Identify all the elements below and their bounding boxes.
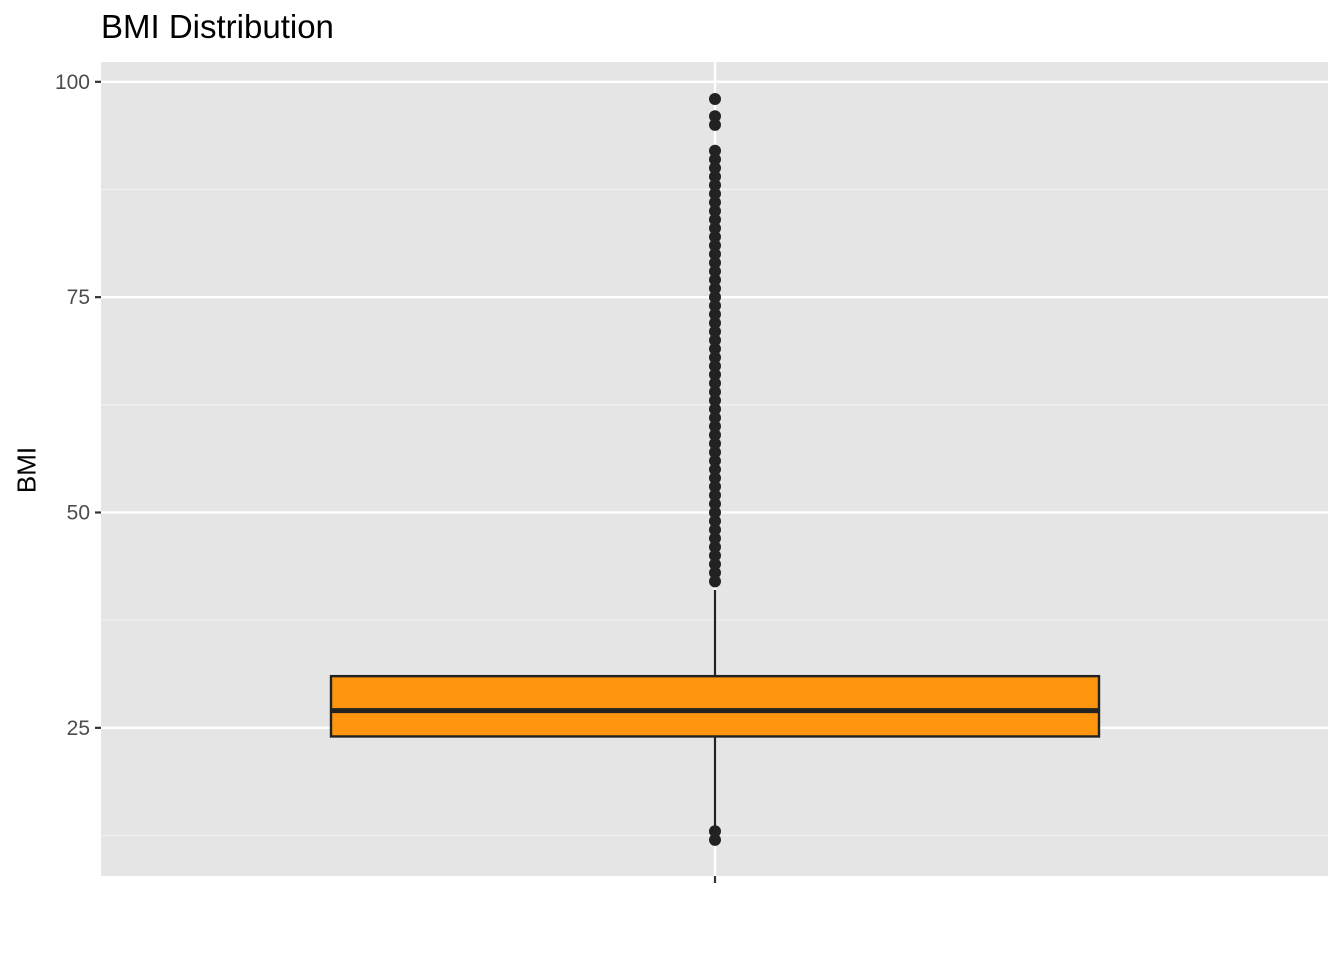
outlier-point: [709, 437, 721, 450]
outlier-point: [709, 558, 721, 571]
outlier-point: [709, 515, 721, 528]
outlier-point: [709, 446, 721, 459]
y-tick-label: 25: [67, 717, 90, 740]
outlier-point: [709, 230, 721, 243]
outlier-point: [709, 377, 721, 390]
outlier-point: [709, 480, 721, 493]
outlier-point: [709, 575, 721, 588]
outlier-point: [709, 265, 721, 278]
outlier-point: [709, 187, 721, 200]
outlier-point: [709, 282, 721, 295]
outlier-point: [709, 308, 721, 321]
outlier-point: [709, 325, 721, 338]
outlier-point: [709, 368, 721, 381]
y-tick-label: 50: [67, 501, 90, 524]
outlier-point: [709, 833, 721, 846]
outlier-point: [709, 179, 721, 192]
outlier-point: [709, 213, 721, 226]
outlier-point: [709, 153, 721, 166]
outlier-point: [709, 273, 721, 286]
chart-title: BMI Distribution: [101, 8, 334, 45]
outlier-point: [709, 411, 721, 424]
outlier-point: [709, 334, 721, 347]
outlier-point: [709, 489, 721, 502]
outlier-point: [709, 161, 721, 174]
outlier-point: [709, 825, 721, 838]
outlier-point: [709, 472, 721, 485]
outlier-point: [709, 196, 721, 209]
y-tick-label: 75: [67, 286, 90, 309]
outlier-point: [709, 360, 721, 373]
outlier-point: [709, 540, 721, 553]
outlier-point: [709, 566, 721, 579]
outlier-point: [709, 144, 721, 157]
iqr-box: [329, 674, 1101, 738]
outlier-point: [709, 248, 721, 261]
outlier-point: [709, 256, 721, 269]
y-tick-label: 100: [55, 71, 90, 94]
outlier-point: [709, 110, 721, 123]
outlier-point: [709, 118, 721, 131]
outlier-point: [709, 316, 721, 329]
outlier-point: [709, 403, 721, 416]
outlier-point: [709, 463, 721, 476]
outlier-point: [709, 506, 721, 519]
outlier-point: [709, 532, 721, 545]
outlier-point: [709, 549, 721, 562]
outlier-point: [709, 351, 721, 364]
outlier-point: [709, 93, 721, 106]
outlier-point: [709, 454, 721, 467]
outlier-point: [709, 523, 721, 536]
outlier-point: [709, 299, 721, 312]
outlier-point: [709, 385, 721, 398]
outlier-point: [709, 342, 721, 355]
outlier-point: [709, 170, 721, 183]
outlier-point: [709, 205, 721, 218]
outlier-point: [709, 222, 721, 235]
outlier-point: [709, 291, 721, 304]
outlier-point: [709, 428, 721, 441]
outlier-point: [709, 239, 721, 252]
outlier-point: [709, 394, 721, 407]
outlier-point: [709, 420, 721, 433]
outlier-point: [709, 497, 721, 510]
